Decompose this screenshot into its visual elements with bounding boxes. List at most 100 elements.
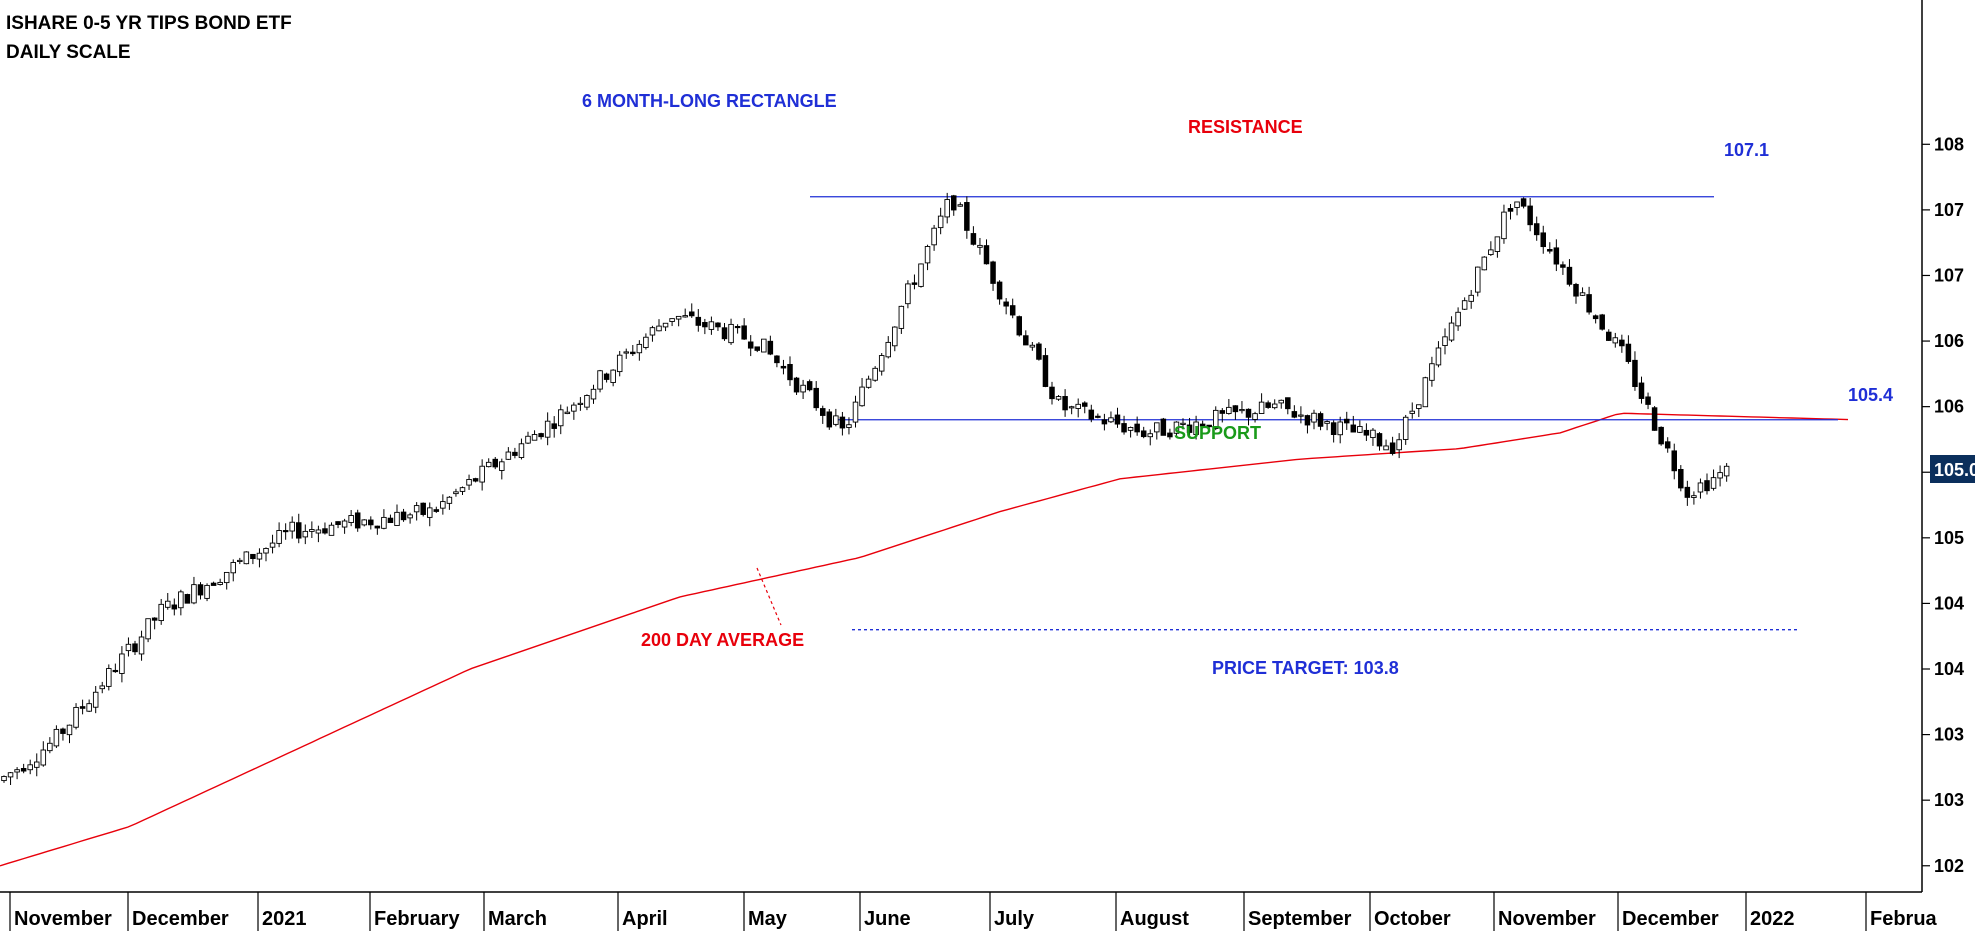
candle-body: [1488, 249, 1494, 256]
y-tick-label: 104: [1934, 593, 1964, 613]
candle-body: [813, 387, 819, 409]
candle-body: [1088, 409, 1095, 420]
candle-body: [230, 562, 236, 574]
x-tick-label: September: [1248, 908, 1352, 930]
moving-average-pointer: [756, 567, 782, 626]
candle-body: [1239, 409, 1245, 412]
y-axis-ticks: 102103103104104105105106106107107108: [1922, 134, 1964, 876]
candle-body: [354, 512, 361, 529]
candle-body: [197, 584, 204, 596]
candle-body: [787, 364, 793, 381]
candle-body: [780, 365, 787, 369]
candle-body: [1134, 423, 1140, 433]
candle-body: [381, 516, 387, 529]
candle-body: [1599, 314, 1605, 330]
candle-body: [263, 548, 269, 554]
candle-body: [86, 703, 92, 712]
candle-body: [1547, 249, 1553, 252]
candle-body: [1258, 401, 1265, 414]
candle-body: [839, 416, 846, 429]
candle-body: [1121, 423, 1127, 433]
candle-body: [512, 451, 518, 456]
candle-body: [1167, 432, 1173, 438]
candle-body: [1245, 408, 1252, 418]
candle-body: [413, 505, 420, 513]
candle-body: [1723, 465, 1730, 477]
candle-body: [761, 338, 767, 353]
candle-body: [1684, 486, 1691, 498]
x-tick-label: November: [14, 908, 112, 930]
candle-body: [728, 323, 734, 344]
candle-body: [106, 668, 112, 687]
candle-body: [1579, 292, 1586, 296]
candle-body: [394, 511, 400, 526]
candle-body: [1291, 411, 1298, 418]
candle-body: [328, 524, 335, 536]
candle-body: [859, 386, 865, 407]
candle-body: [551, 423, 557, 429]
candle-body: [1317, 413, 1324, 427]
candle-body: [846, 424, 852, 428]
candle-body: [1533, 223, 1540, 236]
candle-body: [878, 355, 885, 372]
candle-body: [1337, 421, 1343, 436]
candlestick-series: [1, 192, 1730, 785]
candle-body: [1350, 424, 1357, 433]
candle-body: [695, 316, 702, 326]
candle-body: [1540, 232, 1546, 248]
candle-body: [1717, 472, 1723, 479]
candle-body: [1298, 414, 1304, 417]
candle-body: [485, 461, 492, 468]
candle-body: [440, 501, 446, 509]
candle-body: [721, 327, 728, 340]
candle-body: [1514, 201, 1520, 208]
candle-body: [820, 408, 826, 416]
candle-body: [1566, 266, 1573, 285]
candle-body: [616, 354, 623, 373]
candle-body: [623, 351, 630, 354]
y-tick-label: 107: [1934, 265, 1964, 285]
candle-body: [387, 517, 394, 524]
candle-body: [649, 327, 656, 336]
candle-body: [538, 433, 544, 438]
candle-body: [1055, 396, 1062, 400]
candle-body: [675, 315, 682, 320]
candle-body: [865, 378, 872, 388]
candle-body: [833, 415, 839, 425]
candle-body: [1160, 418, 1167, 436]
candle-body: [1632, 359, 1638, 387]
candle-body: [315, 529, 322, 534]
candle-body: [708, 321, 715, 330]
candle-body: [20, 768, 27, 772]
candle-body: [164, 600, 171, 608]
candle-body: [191, 584, 197, 604]
candle-body: [1114, 414, 1121, 425]
candle-body: [112, 669, 119, 673]
candle-body: [348, 515, 354, 523]
candle-body: [1265, 402, 1271, 408]
candle-body: [27, 764, 33, 771]
candle-body: [1527, 205, 1533, 226]
candle-body: [957, 204, 964, 207]
candle-body: [302, 530, 309, 538]
x-tick-label: October: [1374, 908, 1451, 930]
candle-body: [73, 706, 79, 728]
candle-body: [669, 318, 675, 322]
candle-body: [178, 591, 184, 609]
candle-body: [630, 351, 636, 355]
rectangle-annotation: 6 MONTH-LONG RECTANGLE: [582, 91, 837, 111]
candle-body: [1009, 305, 1016, 316]
candle-body: [1691, 495, 1697, 498]
candle-body: [1173, 421, 1180, 434]
candle-body: [466, 479, 472, 486]
candle-body: [682, 315, 688, 318]
candle-body: [217, 581, 223, 585]
candle-body: [210, 582, 217, 586]
candle-body: [40, 749, 47, 766]
candle-body: [459, 487, 466, 492]
candle-body: [892, 326, 898, 347]
candle-body: [1140, 430, 1147, 438]
candle-body: [66, 724, 73, 736]
chart-title: ISHARE 0-5 YR TIPS BOND ETF: [6, 13, 292, 34]
